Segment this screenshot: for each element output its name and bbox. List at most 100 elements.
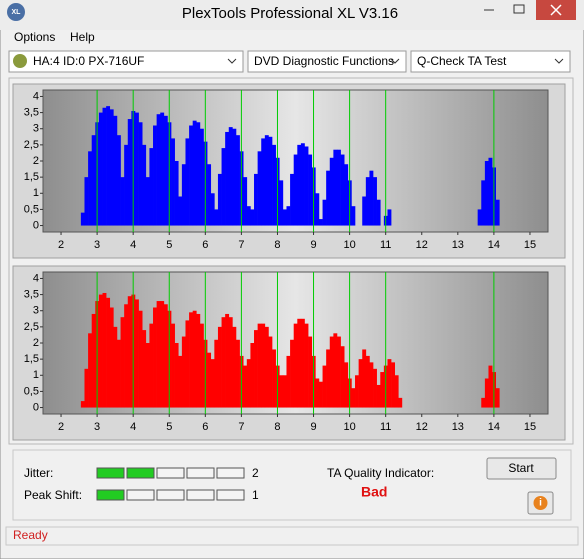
bar	[243, 177, 248, 226]
bar	[196, 122, 201, 226]
bar	[221, 148, 226, 226]
bar	[199, 323, 204, 408]
bar	[290, 173, 294, 226]
score-segment	[216, 489, 245, 501]
bar	[134, 112, 139, 226]
bar	[109, 109, 114, 226]
bar	[225, 131, 230, 226]
bar	[318, 381, 323, 408]
bar	[268, 136, 273, 226]
bar	[210, 193, 215, 226]
bar	[257, 151, 262, 226]
bar	[217, 173, 222, 226]
x-tick-label: 13	[452, 239, 464, 251]
peak-shift-score: 1	[252, 488, 259, 502]
bar	[488, 365, 493, 408]
bar	[192, 310, 197, 408]
bar	[481, 397, 486, 408]
drive-select[interactable]: HA:4 ID:0 PX-716UF	[8, 50, 244, 73]
x-tick-label: 11	[380, 239, 391, 251]
bar	[113, 326, 118, 408]
bar	[171, 138, 175, 226]
bar	[189, 125, 193, 226]
bar	[351, 206, 356, 226]
bar	[293, 323, 298, 408]
bar	[279, 180, 284, 226]
start-button[interactable]	[486, 457, 557, 480]
bar	[344, 164, 349, 226]
bar	[300, 143, 305, 226]
test-select[interactable]: Q-Check TA Test	[410, 50, 571, 73]
y-tick-label: 4	[33, 272, 39, 284]
bar	[365, 355, 370, 408]
drive-text: HA:4 ID:0 PX-716UF	[33, 54, 144, 68]
bar	[369, 170, 374, 226]
bar	[250, 209, 255, 226]
menu-item[interactable]: Help	[70, 30, 95, 44]
bar	[376, 384, 381, 408]
bar	[149, 148, 154, 226]
bar	[91, 313, 96, 408]
maximize[interactable]	[513, 4, 525, 14]
bar	[340, 346, 345, 408]
bar	[477, 209, 482, 226]
bar	[185, 138, 190, 226]
y-tick-label: 0	[33, 401, 39, 413]
bar	[336, 149, 341, 226]
x-tick-label: 14	[488, 421, 500, 433]
bar	[243, 365, 248, 408]
bar	[344, 362, 349, 408]
bar	[228, 127, 233, 226]
y-tick-label: 0,5	[24, 203, 39, 215]
x-tick-label: 5	[166, 239, 172, 251]
bar	[127, 119, 132, 226]
bar	[98, 294, 103, 408]
y-tick-label: 3,5	[24, 288, 39, 300]
x-tick-label: 10	[343, 239, 355, 251]
bar	[282, 375, 287, 408]
bar	[138, 310, 143, 408]
app-icon-text: XL	[12, 9, 22, 16]
x-tick-label: 3	[94, 239, 100, 251]
info-glyph: i	[539, 498, 542, 509]
y-tick-label: 3,5	[24, 106, 39, 118]
bar	[387, 209, 392, 226]
jitter-score: 2	[252, 466, 259, 480]
score-segment	[96, 489, 125, 501]
bar	[102, 107, 107, 226]
bar	[149, 323, 154, 408]
x-tick-label: 4	[130, 421, 136, 433]
score-segment	[186, 489, 215, 501]
bar	[394, 375, 399, 408]
app-icon	[7, 3, 25, 21]
bar	[138, 122, 143, 226]
y-tick-label: 0	[33, 219, 39, 231]
bar	[358, 359, 363, 408]
menu-item[interactable]: Options	[14, 30, 55, 44]
bar	[156, 301, 161, 408]
bar	[163, 115, 168, 226]
bar	[88, 151, 92, 226]
x-tick-label: 9	[310, 421, 316, 433]
bar	[362, 349, 367, 408]
bar	[124, 144, 129, 226]
y-tick-label: 2,5	[24, 321, 39, 333]
x-tick-label: 7	[238, 421, 244, 433]
x-tick-label: 4	[130, 239, 136, 251]
function-select[interactable]: DVD Diagnostic Functions	[247, 50, 407, 73]
y-tick-label: 2	[33, 337, 39, 349]
x-tick-label: 14	[488, 239, 500, 251]
bar	[192, 120, 197, 226]
bar	[365, 177, 370, 226]
bar	[355, 375, 359, 408]
bar	[102, 292, 107, 408]
x-tick-label: 9	[310, 239, 316, 251]
bar	[264, 135, 269, 226]
bar	[264, 326, 269, 408]
bar	[142, 330, 147, 408]
bar	[261, 323, 266, 408]
bar	[160, 301, 165, 408]
bar	[261, 138, 266, 226]
bar	[362, 196, 367, 226]
bar	[286, 355, 291, 408]
